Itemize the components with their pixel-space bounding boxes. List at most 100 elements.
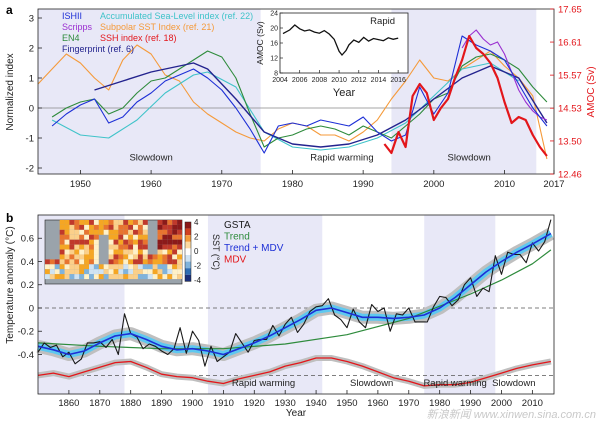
sst-map-cell bbox=[74, 239, 80, 245]
sst-map-cell bbox=[84, 239, 90, 245]
sst-map-cell bbox=[172, 259, 178, 265]
sst-map-cell bbox=[157, 269, 163, 275]
sst-colorbar-segment bbox=[185, 235, 191, 242]
sst-map-cell bbox=[142, 254, 148, 260]
sst-map-cell bbox=[45, 274, 50, 280]
sst-map-cell bbox=[74, 249, 80, 255]
panel-b-ytick-label: 0.6 bbox=[21, 234, 34, 245]
sst-map-cell bbox=[59, 244, 65, 250]
sst-map-cell bbox=[142, 234, 148, 240]
sst-colorbar-label: SST (°C) bbox=[211, 234, 221, 270]
sst-map-cell bbox=[167, 239, 173, 245]
sst-map-cell bbox=[113, 264, 119, 270]
sst-map-cell bbox=[133, 244, 138, 250]
sst-map-cell bbox=[162, 269, 168, 275]
panel-a-legend-ishii: ISHII bbox=[62, 11, 82, 21]
sst-map-cell bbox=[123, 239, 129, 245]
panel-a-line-fingerprint-ref-6 bbox=[94, 62, 548, 148]
sst-map-cell bbox=[79, 220, 85, 225]
panel-b-xtick-label: 2010 bbox=[522, 398, 543, 409]
panel-b-period-labels: Rapid warming Slowdown Rapid warming Slowdo… bbox=[232, 378, 536, 389]
panel-a-line-en4 bbox=[51, 50, 548, 148]
sst-map-cell bbox=[69, 229, 75, 235]
panel-b-reference-lines bbox=[38, 307, 554, 376]
panel-b-label: b bbox=[6, 211, 13, 225]
panel-b-period-label: Slowdown bbox=[350, 378, 393, 389]
sst-map-cell bbox=[84, 229, 90, 235]
panel-b-xtick-label: 1890 bbox=[151, 398, 172, 409]
sst-map-cell bbox=[103, 224, 109, 230]
sst-map-cell bbox=[172, 244, 178, 250]
sst-map-cell bbox=[177, 220, 182, 225]
sst-map-cell bbox=[89, 274, 94, 280]
panel-b-ytick-label: 0 bbox=[29, 303, 34, 314]
sst-map-cell bbox=[147, 269, 153, 275]
panel-b-line-trend bbox=[37, 249, 552, 350]
rapid-inset-ticks: 2004 2006 2008 2010 2012 2014 2016 8 12 16 20 24 bbox=[270, 11, 406, 85]
sst-map-cell bbox=[103, 220, 109, 225]
panel-a-period-label: Slowdown bbox=[448, 153, 491, 164]
panel-b-xtick-label: 1940 bbox=[306, 398, 327, 409]
sst-map-cell bbox=[74, 274, 80, 280]
sst-map-cell bbox=[84, 269, 90, 275]
sst-map-cell bbox=[128, 234, 134, 240]
sst-map-cell bbox=[157, 274, 163, 280]
sst-map-cell bbox=[157, 220, 163, 225]
sst-map-cell bbox=[167, 224, 173, 230]
panel-b-xtick-label: 1900 bbox=[182, 398, 203, 409]
panel-a-xtick-label: 2000 bbox=[423, 179, 444, 190]
sst-map-cell bbox=[98, 269, 104, 275]
sst-colorbar-segment bbox=[185, 248, 191, 255]
panel-a-y2tick-label: 13.50 bbox=[558, 136, 582, 147]
sst-map-cell bbox=[89, 254, 94, 260]
sst-map-cell bbox=[172, 220, 178, 225]
sst-map-cell bbox=[84, 254, 90, 260]
sst-map-cell bbox=[123, 220, 129, 225]
sst-map-cell bbox=[113, 269, 119, 275]
rapid-inset-series-line bbox=[282, 24, 399, 57]
sst-map-cell bbox=[128, 239, 134, 245]
sst-map-cell bbox=[123, 244, 129, 250]
panel-b-xtick-label: 1990 bbox=[460, 398, 481, 409]
rapid-inset-ytick-label: 12 bbox=[270, 56, 278, 63]
panel-b-frame bbox=[37, 214, 555, 395]
sst-map-cell bbox=[54, 269, 60, 275]
sst-map-cell bbox=[137, 259, 143, 265]
sst-map-cell bbox=[93, 239, 99, 245]
sst-map-cell bbox=[157, 249, 163, 255]
sst-colorbar-segment bbox=[185, 261, 191, 269]
sst-map-cell bbox=[113, 244, 119, 250]
sst-map-cell bbox=[167, 220, 173, 225]
panel-a-y2tick-label: 17.65 bbox=[558, 5, 582, 16]
sst-map-cell bbox=[113, 239, 119, 245]
sst-map-cell bbox=[69, 239, 75, 245]
sst-map-cell bbox=[137, 229, 143, 235]
sst-map-cell bbox=[74, 224, 80, 230]
sst-map-cell bbox=[98, 220, 104, 225]
sst-map-cell bbox=[54, 274, 60, 280]
panel-b-series bbox=[36, 219, 555, 389]
sst-map-cell bbox=[177, 234, 182, 240]
sst-map-cell bbox=[84, 244, 90, 250]
sst-map-cell bbox=[108, 220, 114, 225]
sst-map-cell bbox=[93, 234, 99, 240]
sst-map-cell bbox=[79, 264, 85, 270]
panel-b-legend-trend-mdv: Trend + MDV bbox=[224, 243, 284, 254]
sst-map-cell bbox=[162, 259, 168, 265]
sst-map-cell bbox=[137, 239, 143, 245]
sst-map-cell bbox=[133, 269, 138, 275]
sst-map-cell bbox=[172, 254, 178, 260]
panel-a-y2label: AMOC (Sv) bbox=[586, 66, 597, 117]
sst-map-cell bbox=[69, 264, 75, 270]
sst-map-cell bbox=[118, 239, 124, 245]
panel-b-xtick-label: 2000 bbox=[491, 398, 512, 409]
panel-a-period-label: Slowdown bbox=[129, 153, 172, 164]
sst-map-cell bbox=[152, 274, 158, 280]
sst-colorbar-segment bbox=[185, 228, 191, 236]
sst-map-cell bbox=[64, 229, 70, 235]
sst-map-cell bbox=[162, 254, 168, 260]
sst-map-cell bbox=[84, 234, 90, 240]
sst-map-cell bbox=[142, 259, 148, 265]
sst-map-cell bbox=[64, 274, 70, 280]
panel-b-line-mdv bbox=[37, 357, 552, 387]
